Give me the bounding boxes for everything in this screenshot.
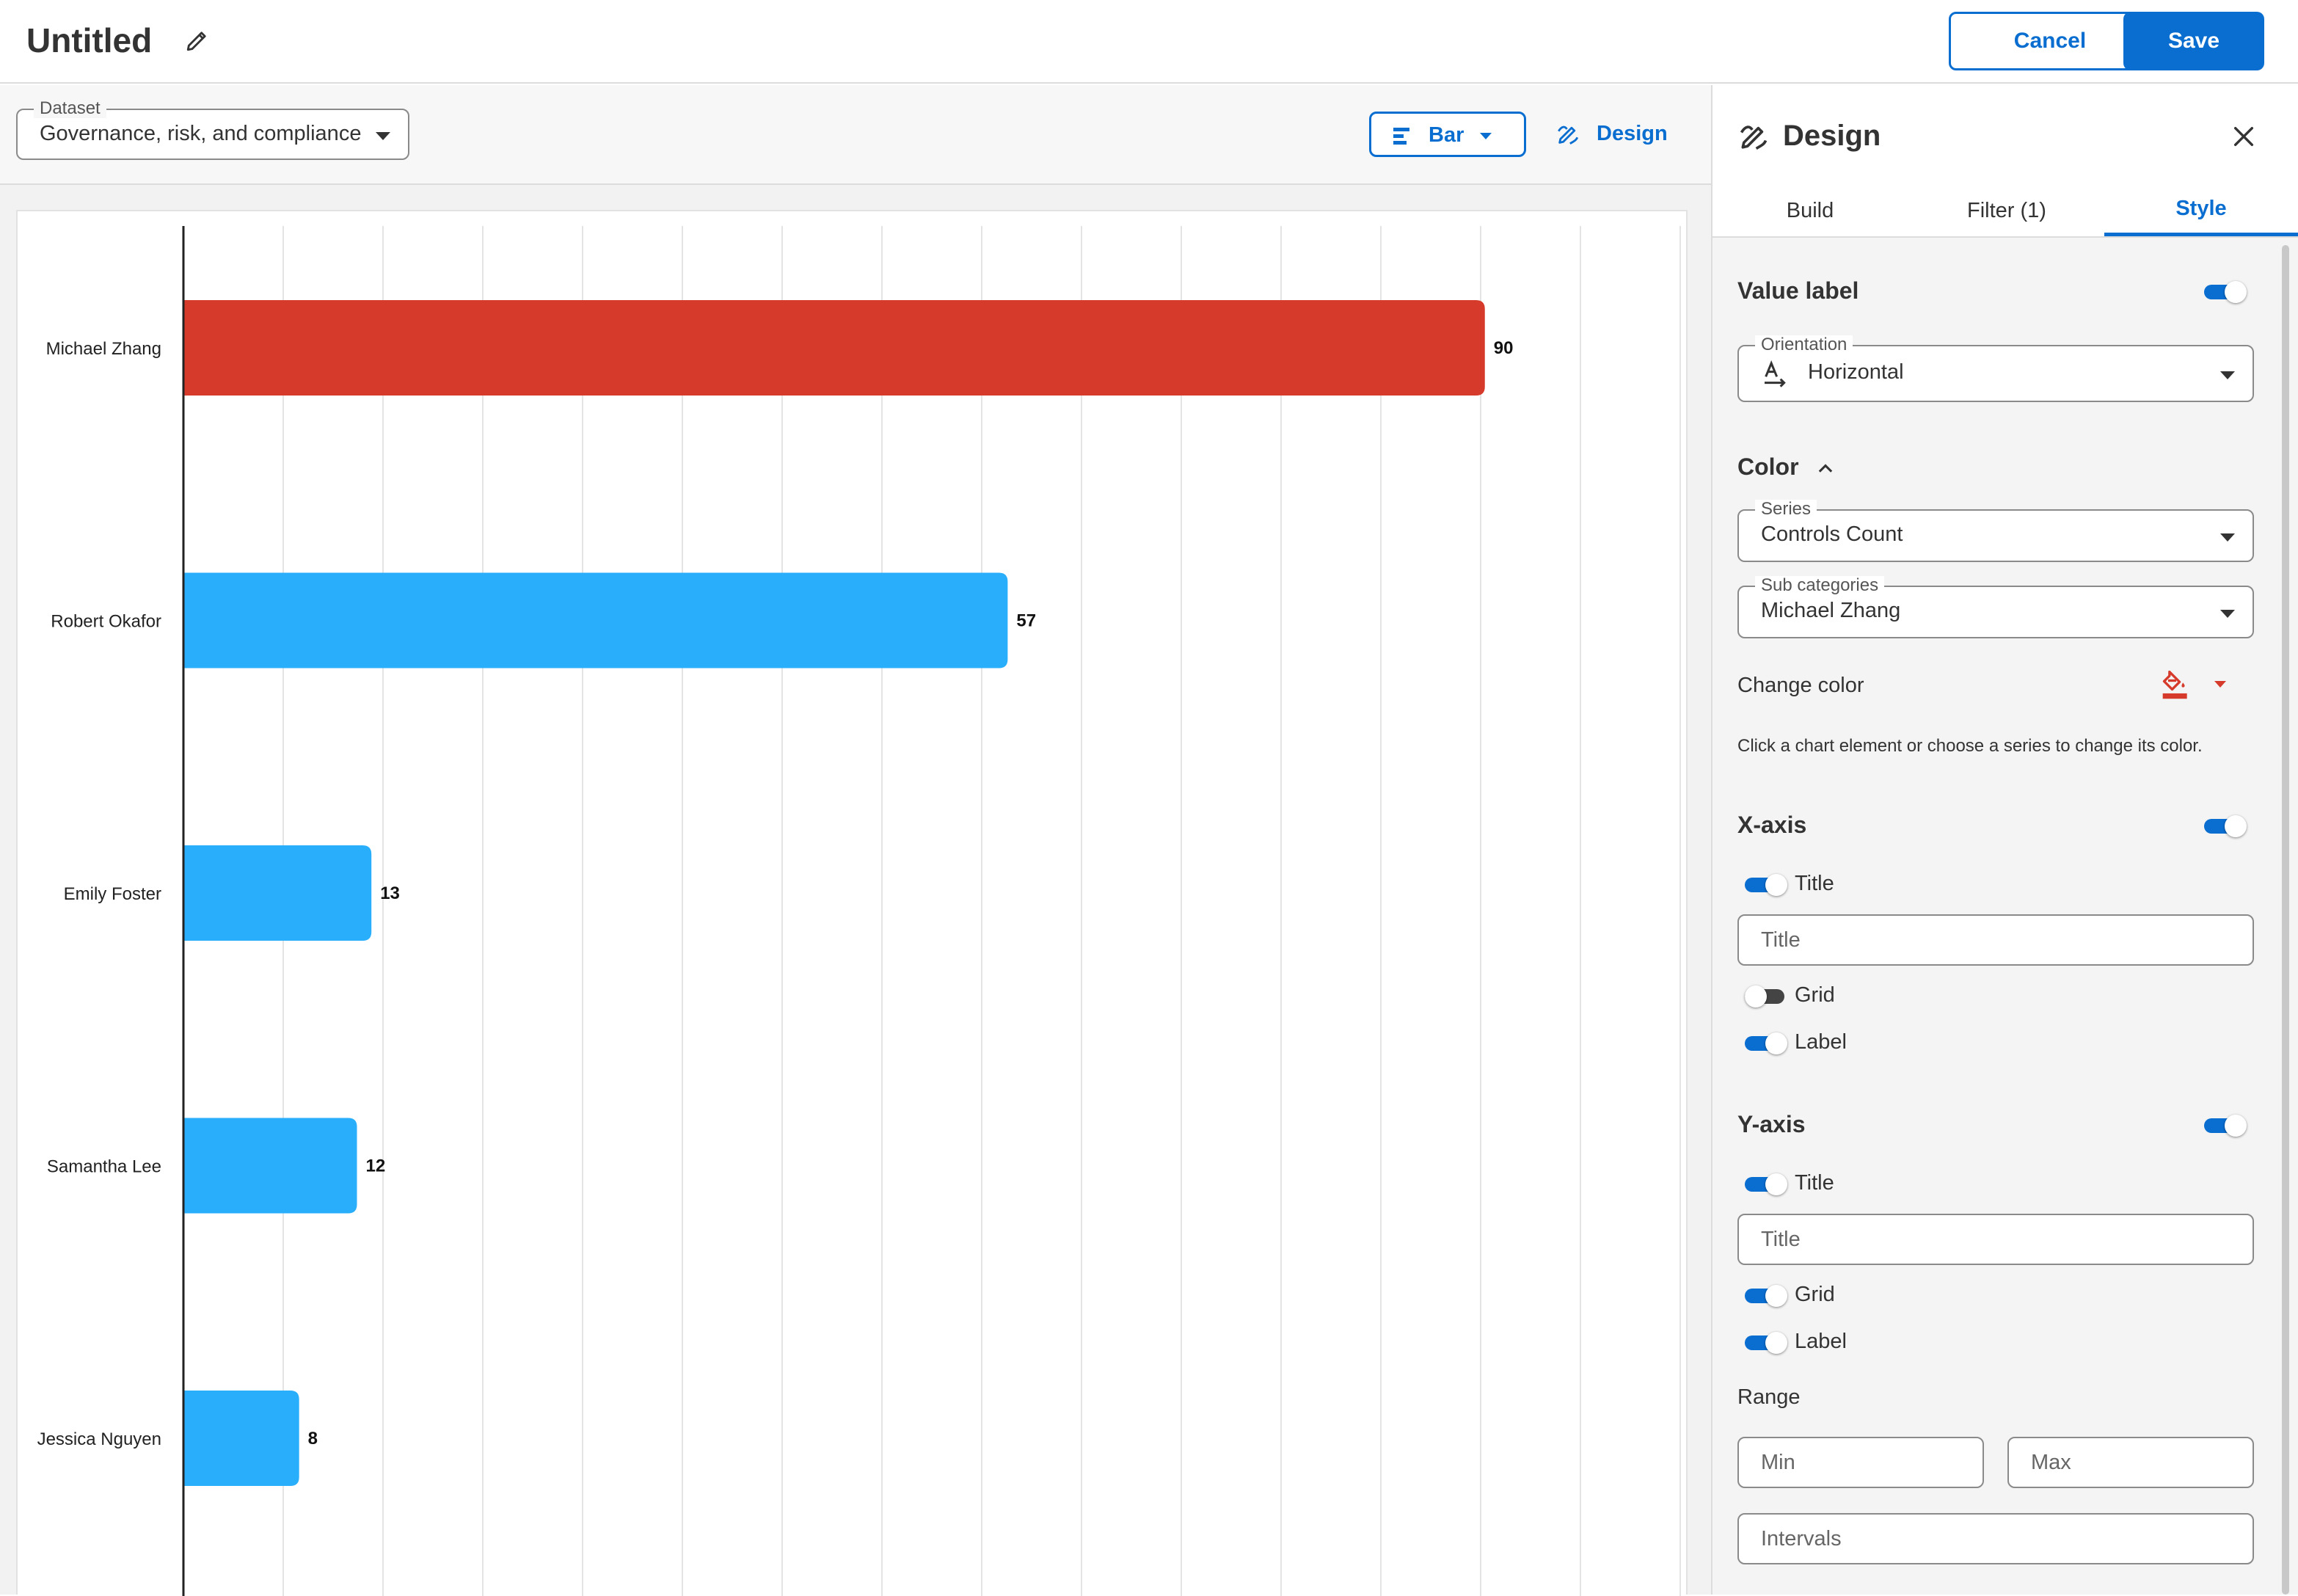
design-pencil-icon — [1740, 125, 1768, 150]
dataset-label: Dataset — [34, 99, 106, 118]
x-axis-heading: X-axis — [1737, 812, 1807, 838]
change-color-label: Change color — [1737, 674, 1864, 697]
chart-category-label: Samantha Lee — [47, 1157, 161, 1177]
caret-down-icon — [2220, 610, 2235, 618]
x-axis-title-toggle-label: Title — [1795, 872, 1834, 895]
y-axis-title-placeholder: Title — [1761, 1227, 1801, 1251]
range-min-input[interactable]: Min — [1737, 1437, 1984, 1488]
chart-value-label: 57 — [1016, 611, 1036, 631]
chart-category-label: Jessica Nguyen — [37, 1429, 161, 1449]
save-button[interactable]: Save — [2123, 12, 2264, 70]
y-axis-grid-label: Grid — [1795, 1283, 1835, 1306]
subcategories-value: Michael Zhang — [1761, 599, 1901, 622]
chart-type-label: Bar — [1429, 123, 1464, 147]
caret-down-icon — [2214, 681, 2226, 688]
chart-card: 90 Michael Zhang 57 Robert Okafor 13 Emily Fo… — [16, 210, 1688, 1596]
edit-title-button[interactable] — [180, 23, 214, 57]
series-select[interactable]: Series Controls Count — [1737, 500, 2254, 562]
color-help-text: Click a chart element or choose a series… — [1737, 736, 2203, 756]
y-axis-title-toggle-label: Title — [1795, 1171, 1834, 1195]
design-pencil-icon — [1558, 125, 1579, 145]
x-axis-label-toggle[interactable] — [1745, 1032, 1789, 1054]
chart-bar[interactable] — [183, 1391, 299, 1486]
tab-style[interactable]: Style — [2104, 185, 2298, 236]
dataset-value: Governance, risk, and compliance — [40, 122, 362, 145]
tabs-divider — [1712, 236, 2298, 238]
close-panel-button[interactable] — [2228, 120, 2260, 153]
orientation-label: Orientation — [1755, 335, 1853, 354]
y-axis-heading: Y-axis — [1737, 1111, 1806, 1137]
series-label: Series — [1755, 500, 1817, 519]
x-axis-toggle[interactable] — [2204, 815, 2248, 837]
x-axis-grid-label: Grid — [1795, 983, 1835, 1007]
subcategories-label: Sub categories — [1755, 576, 1885, 595]
y-axis-toggle[interactable] — [2204, 1114, 2248, 1137]
chart-type-button[interactable]: Bar — [1369, 112, 1526, 157]
panel-title: Design — [1783, 120, 1881, 152]
orientation-select[interactable]: Orientation Horizontal — [1737, 335, 2254, 402]
chart-value-label: 8 — [308, 1429, 318, 1449]
range-max-placeholder: Max — [2031, 1450, 2071, 1474]
design-toggle-button[interactable]: Design — [1555, 112, 1673, 157]
range-label: Range — [1737, 1385, 1801, 1409]
cancel-button[interactable]: Cancel — [1949, 12, 2151, 70]
pencil-icon — [186, 32, 206, 51]
chart-value-label: 90 — [1494, 338, 1514, 358]
tab-filter[interactable]: Filter (1) — [1967, 198, 2046, 222]
y-axis-grid-toggle[interactable] — [1745, 1284, 1789, 1307]
orientation-value: Horizontal — [1808, 360, 1904, 384]
paint-bucket-icon — [2162, 670, 2187, 699]
y-axis-label-label: Label — [1795, 1330, 1847, 1353]
chart-category-label: Emily Foster — [64, 884, 161, 904]
chart-bar[interactable] — [183, 572, 1008, 668]
intervals-placeholder: Intervals — [1761, 1526, 1842, 1551]
subcategories-select[interactable]: Sub categories Michael Zhang — [1737, 576, 2254, 638]
range-max-input[interactable]: Max — [2007, 1437, 2254, 1488]
text-orientation-icon — [1765, 360, 1786, 387]
chart-bar[interactable] — [183, 845, 372, 941]
value-label-toggle[interactable] — [2204, 280, 2248, 303]
x-axis-label-label: Label — [1795, 1030, 1847, 1054]
chart-category-label: Michael Zhang — [46, 339, 161, 359]
dataset-select[interactable]: Dataset Governance, risk, and compliance — [16, 99, 409, 160]
caret-down-icon — [376, 132, 390, 140]
chart-bar[interactable] — [183, 300, 1485, 396]
chart-value-label: 12 — [366, 1156, 386, 1176]
x-axis-title-toggle[interactable] — [1745, 873, 1789, 896]
range-min-placeholder: Min — [1761, 1450, 1795, 1474]
x-axis-title-placeholder: Title — [1761, 928, 1801, 952]
caret-down-icon — [2220, 533, 2235, 542]
x-axis-grid-toggle[interactable] — [1745, 985, 1789, 1007]
chevron-up-icon[interactable] — [1815, 458, 1836, 478]
caret-down-icon — [1480, 133, 1492, 139]
bar-chart-icon — [1393, 128, 1409, 145]
design-toggle-label: Design — [1597, 122, 1668, 145]
color-heading: Color — [1737, 453, 1799, 480]
value-label-heading: Value label — [1737, 277, 1859, 304]
chart-category-label: Robert Okafor — [51, 612, 161, 632]
y-axis-title-toggle[interactable] — [1745, 1173, 1789, 1195]
top-header — [0, 0, 2298, 84]
chart-value-label: 13 — [380, 883, 400, 903]
page-title: Untitled — [26, 21, 153, 59]
x-axis-title-input[interactable]: Title — [1737, 914, 2254, 966]
intervals-input[interactable]: Intervals — [1737, 1513, 2254, 1564]
series-value: Controls Count — [1761, 522, 1903, 546]
tab-build[interactable]: Build — [1786, 198, 1834, 222]
chart-bar[interactable] — [183, 1118, 357, 1214]
caret-down-icon — [2220, 371, 2235, 379]
scrollbar-thumb[interactable] — [2282, 245, 2289, 1595]
color-picker-button[interactable] — [2160, 668, 2233, 703]
bar-chart: 90 Michael Zhang 57 Robert Okafor 13 Emily Fo… — [37, 226, 1681, 1596]
close-icon — [2233, 126, 2254, 147]
y-axis-title-input[interactable]: Title — [1737, 1214, 2254, 1265]
y-axis-label-toggle[interactable] — [1745, 1331, 1789, 1354]
